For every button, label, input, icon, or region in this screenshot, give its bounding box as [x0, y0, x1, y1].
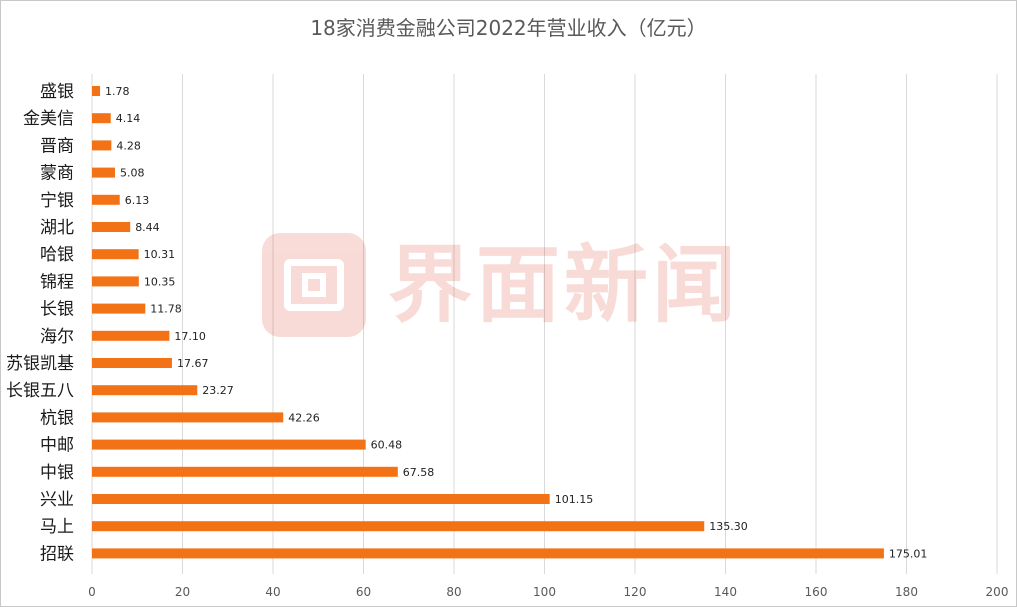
value-label-7: 10.35 [144, 275, 176, 288]
value-label-10: 17.67 [177, 357, 209, 370]
bar-0 [92, 86, 101, 96]
x-tick-20: 20 [175, 585, 190, 599]
category-label-11: 长银五八 [6, 381, 74, 401]
category-label-14: 中银 [40, 463, 74, 483]
value-labels: 1.78 4.14 4.28 5.08 6.13 8.44 10.31 10.35 11.78 1… [105, 85, 927, 560]
category-label-8: 长银 [40, 300, 74, 320]
category-label-1: 金美信 [23, 109, 74, 129]
value-label-1: 4.14 [116, 112, 140, 125]
value-label-13: 60.48 [371, 439, 403, 452]
category-label-6: 哈银 [40, 245, 74, 265]
chart-title: 18家消费金融公司2022年营业收入（亿元） [310, 16, 707, 40]
value-label-4: 6.13 [125, 194, 150, 207]
x-tick-labels: 0 20 40 60 80 100 120 140 160 180 200 [88, 585, 1008, 599]
value-label-17: 175.01 [889, 547, 928, 560]
value-label-0: 1.78 [105, 85, 130, 98]
bar-10 [92, 358, 172, 368]
category-label-16: 马上 [40, 517, 74, 537]
x-tick-100: 100 [533, 585, 556, 599]
category-label-2: 晋商 [40, 136, 74, 156]
value-label-9: 17.10 [174, 330, 206, 343]
bar-1 [92, 113, 111, 124]
category-label-12: 杭银 [40, 408, 74, 428]
category-label-9: 海尔 [40, 327, 74, 347]
bars [92, 86, 884, 559]
x-tick-0: 0 [88, 585, 96, 599]
bar-8 [92, 303, 146, 314]
value-label-15: 101.15 [555, 493, 594, 506]
bar-13 [92, 439, 366, 450]
bar-5 [92, 222, 131, 232]
category-label-13: 中邮 [40, 436, 74, 456]
bar-15 [92, 494, 550, 504]
x-tick-200: 200 [986, 585, 1009, 599]
category-label-3: 蒙商 [40, 164, 74, 184]
category-label-7: 锦程 [40, 272, 74, 292]
value-label-14: 67.58 [403, 466, 435, 479]
x-tick-120: 120 [624, 585, 647, 599]
watermark: 界面新闻 [262, 233, 752, 343]
x-tick-140: 140 [714, 585, 737, 599]
watermark-text: 界面新闻 [388, 236, 741, 334]
bar-3 [92, 167, 115, 178]
value-label-8: 11.78 [150, 303, 182, 316]
value-label-11: 23.27 [202, 384, 234, 397]
category-label-17: 招联 [40, 544, 74, 564]
bar-16 [92, 521, 705, 532]
x-tick-80: 80 [446, 585, 461, 599]
bar-11 [92, 385, 198, 396]
bar-12 [92, 412, 284, 423]
bar-7 [92, 276, 139, 287]
x-tick-60: 60 [356, 585, 371, 599]
category-label-15: 兴业 [40, 490, 74, 510]
bar-9 [92, 330, 170, 341]
bar-14 [92, 466, 398, 477]
category-label-0: 盛银 [40, 82, 74, 102]
x-tick-180: 180 [895, 585, 918, 599]
bar-6 [92, 249, 139, 260]
grid-lines [91, 74, 998, 574]
bar-4 [92, 194, 120, 205]
value-label-5: 8.44 [135, 221, 160, 234]
category-label-5: 湖北 [40, 218, 74, 238]
x-tick-160: 160 [805, 585, 828, 599]
value-label-16: 135.30 [709, 520, 748, 533]
bar-17 [92, 548, 884, 559]
value-label-2: 4.28 [116, 139, 141, 152]
value-label-12: 42.26 [288, 411, 320, 424]
value-label-6: 10.31 [144, 248, 176, 261]
category-label-4: 宁银 [40, 191, 74, 211]
category-labels: 盛银金美信晋商蒙商宁银湖北哈银锦程长银海尔苏银凯基长银五八杭银中邮中银兴业马上招… [6, 82, 74, 564]
jiemian-logo-icon [262, 233, 366, 337]
x-tick-40: 40 [265, 585, 280, 599]
bar-2 [92, 140, 112, 151]
value-label-3: 5.08 [120, 167, 145, 180]
category-label-10: 苏银凯基 [6, 354, 74, 374]
